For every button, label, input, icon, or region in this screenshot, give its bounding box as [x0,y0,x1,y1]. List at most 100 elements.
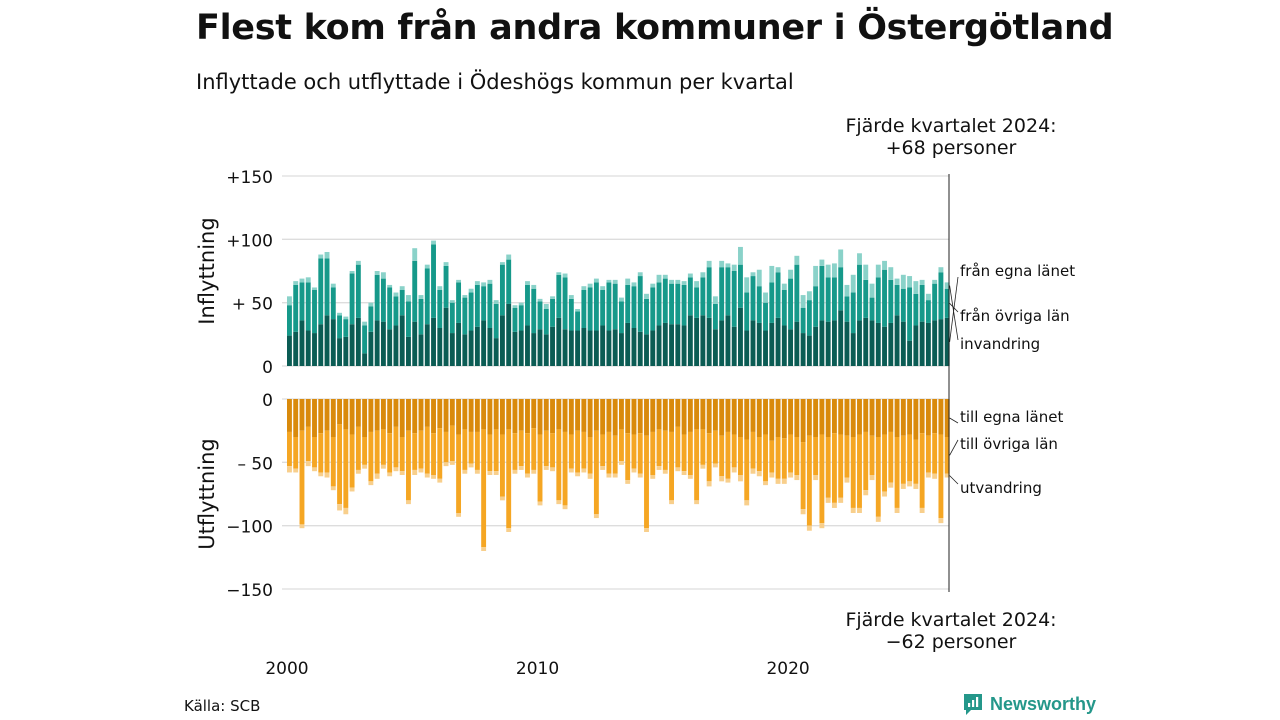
bar-segment [813,399,819,437]
bar-segment [944,282,950,289]
bar-segment [857,399,862,435]
bar-segment [888,322,894,366]
bar-segment [919,433,925,508]
bar-segment [487,434,493,472]
bar-segment [844,296,850,322]
bar-segment [612,329,618,366]
bar-segment [556,317,562,366]
bar-segment [900,274,906,289]
bar-segment [625,433,631,481]
bar-segment [525,281,530,285]
bar-segment [938,434,944,519]
bar-segment [543,430,549,467]
bar-segment [644,298,649,335]
bar-segment [299,430,305,525]
bar-segment [925,472,931,478]
top-annotation-line2: +68 personer [886,137,1017,159]
bar-segment [844,399,850,436]
bar-segment [888,267,894,280]
bar-segment [293,331,299,366]
bar-segment [531,284,537,289]
bar-segment [456,399,462,435]
bar-segment [506,429,512,529]
bar-segment [443,262,449,266]
bar-segment [675,324,681,366]
bar-segment [525,399,530,434]
bar-segment [869,399,875,436]
bar-segment [913,483,919,489]
bar-segment [619,297,624,302]
bar-segment [431,475,436,479]
bar-segment [456,282,462,323]
bar-segment [875,516,881,522]
bar-segment [731,467,737,473]
bar-segment [355,264,361,318]
bar-segment [944,473,950,478]
bar-segment [393,292,399,297]
bar-segment [305,426,311,462]
bar-segment [806,525,812,531]
bar-segment [324,258,330,316]
bar-segment [687,399,693,432]
bar-segment [512,469,518,474]
bar-segment [368,302,374,307]
bar-segment [625,284,631,323]
bar-segment [512,305,518,308]
bar-segment [900,288,906,322]
bar-segment [656,274,662,283]
bar-segment [869,297,875,321]
bar-segment [305,330,311,366]
bar-segment [863,399,869,432]
bar-segment [287,399,292,432]
bar-segment [468,292,474,331]
bar-segment [568,434,574,469]
bar-segment [443,431,449,463]
bar-segment [619,399,624,430]
bar-segment [362,399,368,437]
bar-segment [857,507,862,513]
bar-segment [669,279,674,284]
bar-segment [418,430,424,469]
bar-segment [725,267,731,316]
bar-segment [944,317,950,366]
bar-segment [675,283,681,325]
bar-segment [844,321,850,366]
bar-segment [418,295,424,299]
bar-segment [468,431,474,464]
bar-segment [669,283,674,325]
bar-segment [406,301,411,337]
bar-segment [662,399,668,431]
bar-segment [468,399,474,432]
bar-segment [800,509,806,515]
bar-segment [368,399,374,432]
bar-segment [769,440,775,473]
bar-segment [694,399,700,430]
bar-segment [913,293,919,326]
bar-segment [781,438,787,479]
bar-segment [850,437,856,508]
bar-segment [368,306,374,332]
series-label: utvandring [960,479,1042,497]
bar-segment [468,463,474,468]
bar-segment [938,267,944,273]
bar-segment [581,328,587,366]
bar-segment [318,472,324,477]
bar-segment [312,399,317,437]
bar-segment [393,467,399,472]
bar-segment [719,320,725,366]
y-tick-label: 0 [262,358,273,378]
bar-segment [850,507,856,513]
bar-segment [844,477,850,483]
bar-segment [443,265,449,308]
bar-segment [406,336,411,366]
bar-segment [287,466,292,473]
bar-segment [493,338,499,366]
bar-segment [493,303,499,339]
series-leader-line [949,417,959,424]
bar-segment [738,475,743,482]
bar-segment [719,435,725,477]
bar-segment [900,483,906,489]
bar-segment [380,399,386,430]
bar-segment [537,298,543,302]
bar-segment [875,264,881,278]
